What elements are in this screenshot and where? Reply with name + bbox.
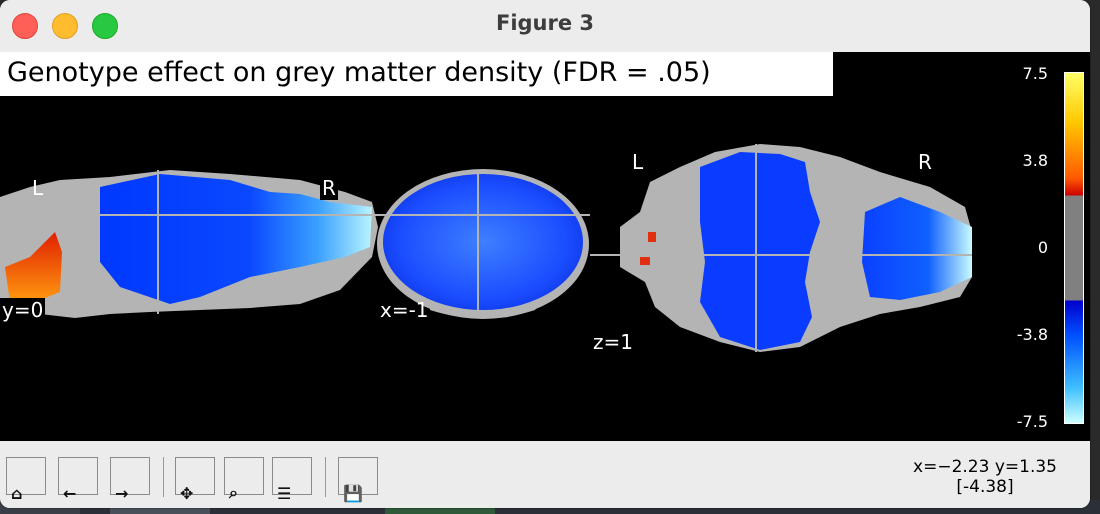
- toolbar-separator: [325, 457, 326, 497]
- zoom-button[interactable]: ⌕: [224, 457, 264, 502]
- axial-right-label: R: [918, 150, 932, 174]
- sagittal-coord-label: y=0: [0, 298, 46, 322]
- close-button[interactable]: [12, 13, 38, 39]
- home-button[interactable]: ⌂: [6, 457, 46, 503]
- zoom-icon: ⌕: [229, 483, 238, 502]
- forward-button[interactable]: →: [110, 457, 150, 503]
- window-title: Figure 3: [495, 11, 595, 35]
- sagittal-slice: [0, 170, 378, 318]
- coronal-coord-label: x=-1: [380, 298, 429, 322]
- brain-slices: [0, 144, 972, 352]
- minimize-button[interactable]: [52, 13, 78, 39]
- figure-title-box: Genotype effect on grey matter density (…: [0, 52, 833, 96]
- colorbar-tick-zero: 0: [1037, 238, 1048, 257]
- cursor-value: [-4.38]: [956, 477, 1014, 497]
- save-button[interactable]: 💾: [338, 457, 378, 503]
- subplots-icon: ☰: [277, 484, 292, 503]
- sagittal-left-label: L: [32, 176, 44, 200]
- forward-arrow-icon: →: [115, 484, 129, 503]
- sagittal-right-label: R: [320, 176, 338, 200]
- title-bar[interactable]: Figure 3: [0, 0, 1090, 50]
- save-icon: 💾: [343, 484, 363, 503]
- figure-title: Genotype effect on grey matter density (…: [7, 57, 711, 88]
- toolbar-separator: [163, 457, 164, 497]
- axial-left-label: L: [632, 150, 644, 174]
- colorbar-tick-high: 3.8: [1022, 151, 1048, 170]
- axial-slice: [590, 144, 972, 352]
- colorbar-tick-max: 7.5: [1022, 64, 1048, 83]
- navigation-toolbar: ⌂ ← → ✥ ⌕ ☰ 💾 x=−2.23 y=1.35 [-4.38]: [0, 441, 1090, 508]
- cursor-coordinates: x=−2.23 y=1.35: [913, 457, 1057, 477]
- home-icon: ⌂: [11, 484, 23, 503]
- configure-subplots-button[interactable]: ☰: [272, 457, 312, 503]
- pan-icon: ✥: [180, 484, 194, 503]
- zoom-window-button[interactable]: [92, 13, 118, 39]
- colorbar: [1064, 72, 1084, 424]
- colorbar-tick-min: -7.5: [1016, 412, 1048, 431]
- axial-coord-label: z=1: [593, 330, 633, 354]
- colorbar-tick-low: -3.8: [1016, 325, 1048, 344]
- figure-window: Figure 3: [0, 0, 1090, 508]
- figure-canvas[interactable]: Genotype effect on grey matter density (…: [0, 52, 1090, 441]
- coronal-slice: [377, 169, 590, 319]
- pan-button[interactable]: ✥: [175, 457, 215, 503]
- back-arrow-icon: ←: [63, 484, 77, 503]
- back-button[interactable]: ←: [58, 457, 98, 503]
- cursor-readout: x=−2.23 y=1.35 [-4.38]: [890, 457, 1080, 497]
